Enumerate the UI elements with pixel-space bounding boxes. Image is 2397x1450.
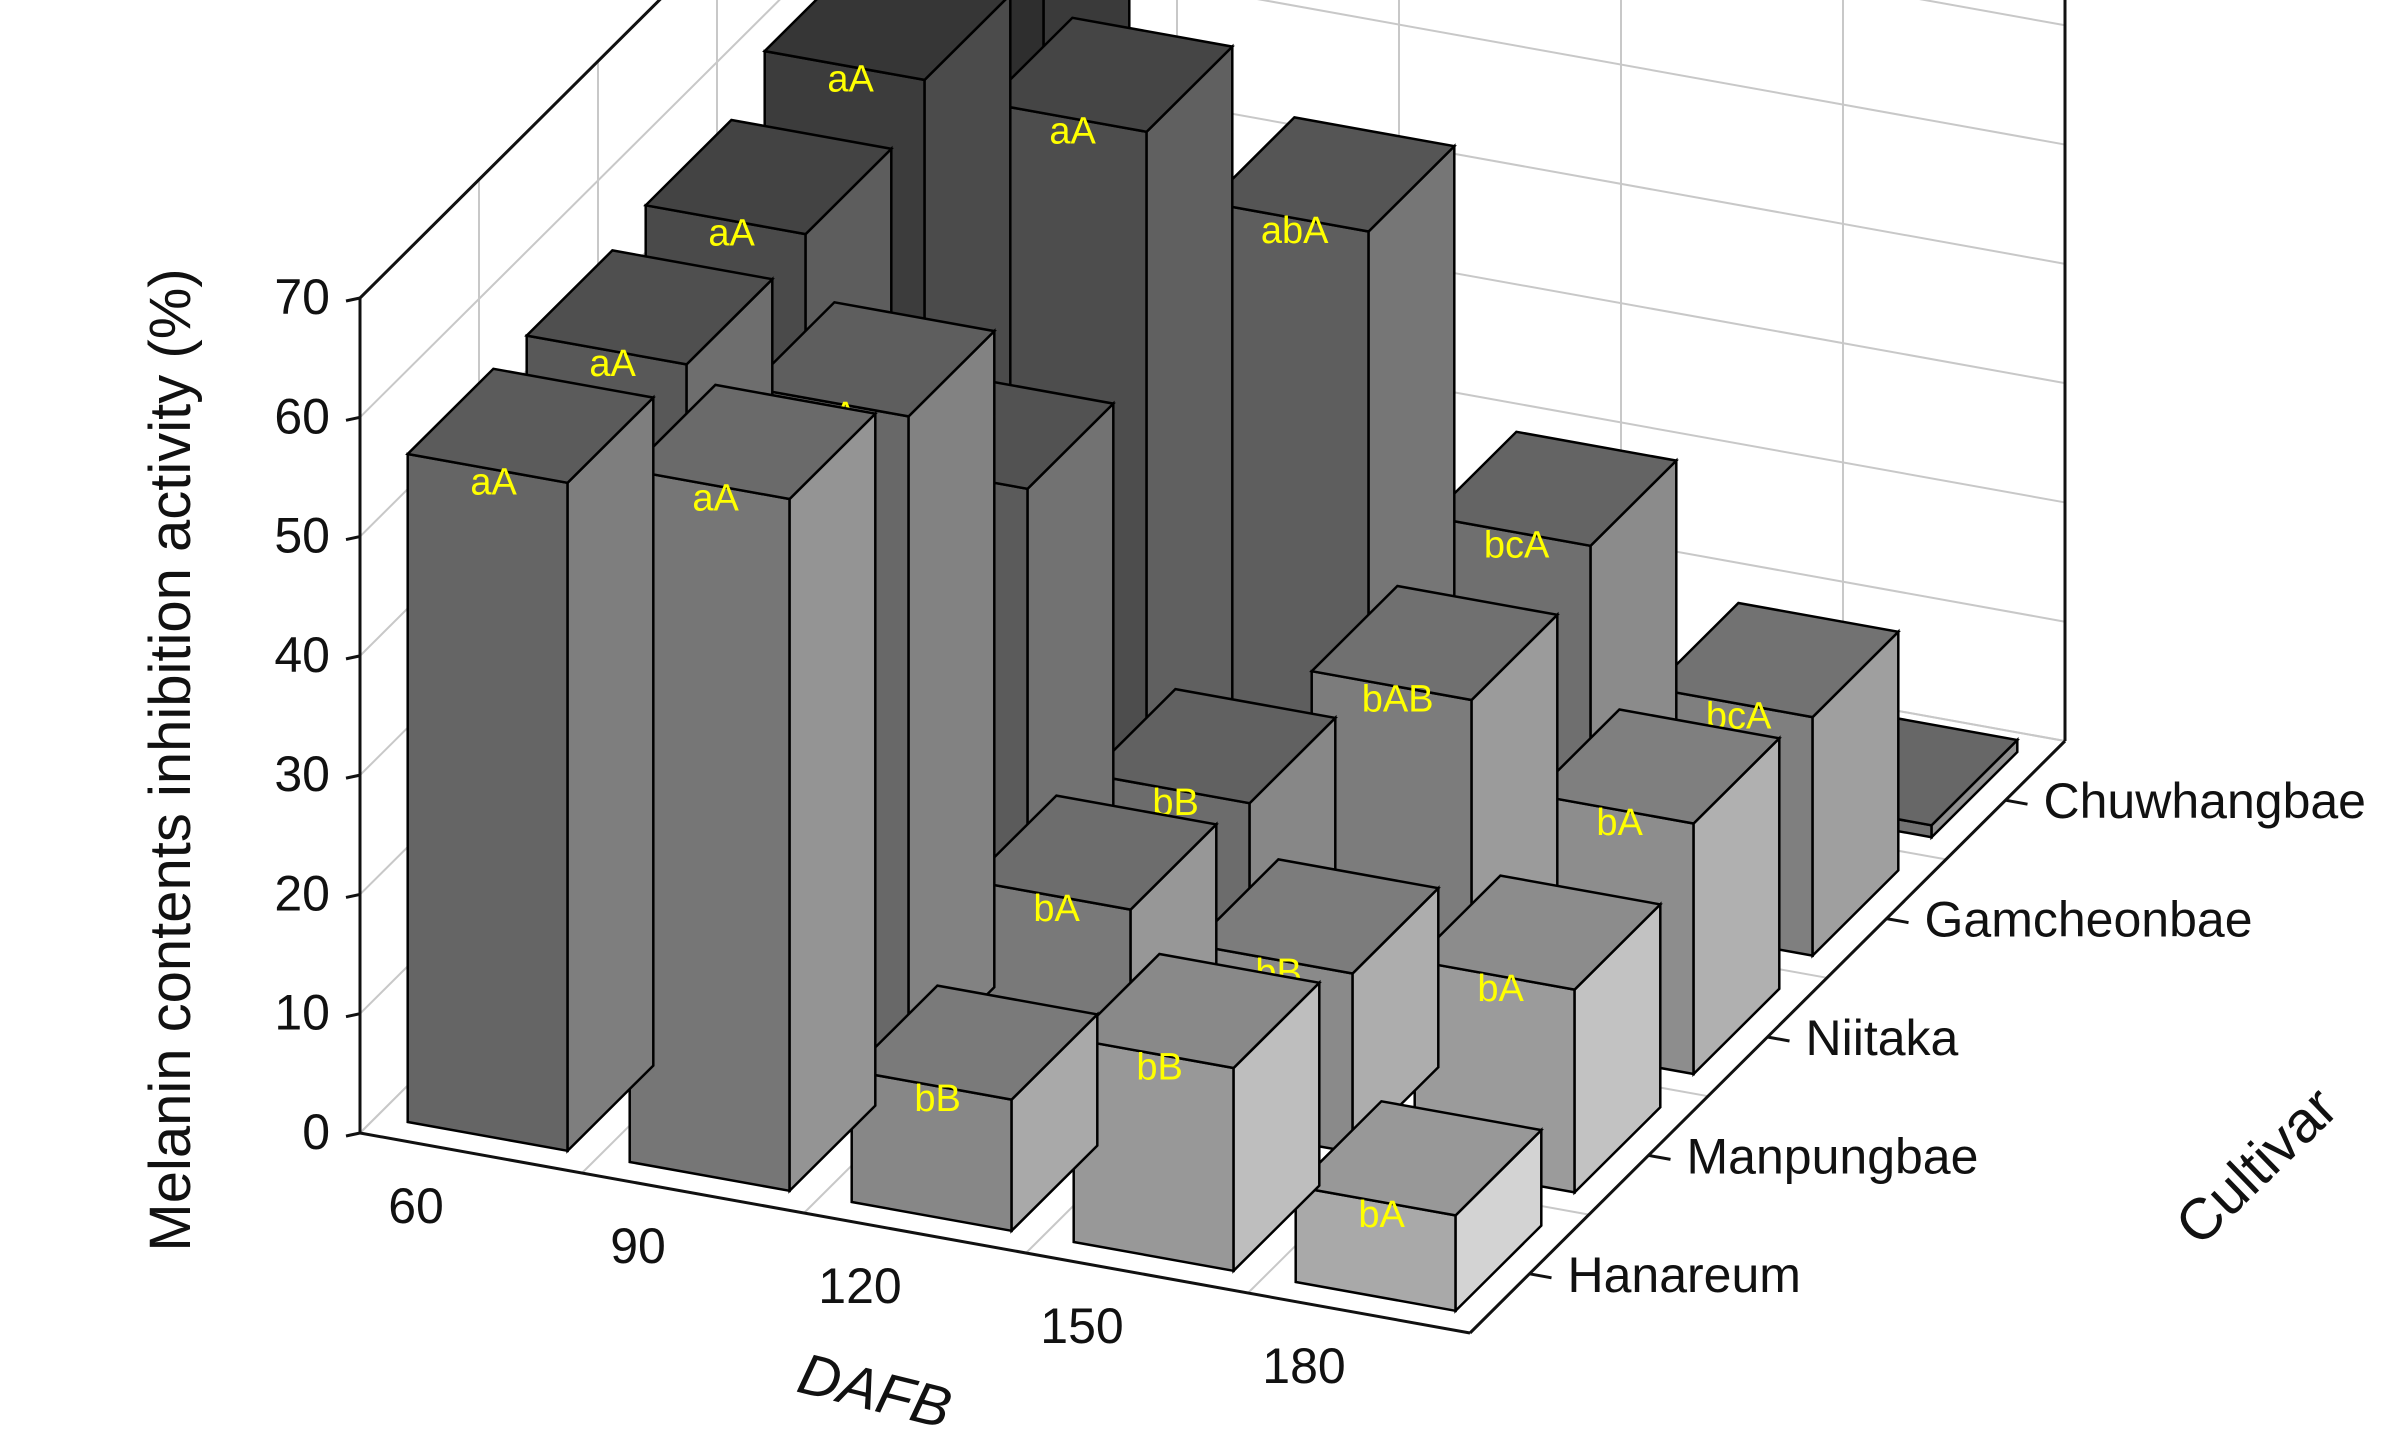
bar-top-face xyxy=(1531,708,1782,825)
y-tick-label: 50 xyxy=(274,508,330,564)
bar: aA xyxy=(627,383,878,1194)
x-tick-label: 60 xyxy=(388,1178,444,1234)
y-tick-label: 40 xyxy=(274,627,330,683)
bar-front-face xyxy=(406,452,569,1153)
y-axis-title: Melanin contents inhibition activity (%) xyxy=(138,268,203,1251)
bar-data-label: aA xyxy=(1049,110,1096,152)
bar: bB xyxy=(1071,952,1322,1274)
bar-data-label: abA xyxy=(1261,210,1329,252)
bar-top-face xyxy=(405,367,656,485)
cultivar-tick xyxy=(1886,917,1909,925)
bar-top-face xyxy=(643,118,894,236)
bar-layer: cAaAbcAbcAabAaAaAbAbABbBabBaAbAbBbAaAaAb… xyxy=(405,0,2020,1314)
bar-top-face xyxy=(1293,1099,1544,1217)
bar-data-label: bB xyxy=(914,1078,960,1120)
cultivar-tick-label: Gamcheonbae xyxy=(1925,892,2253,948)
y-tick xyxy=(345,1012,361,1019)
cultivar-tick-label: Niitaka xyxy=(1806,1010,1959,1066)
bar: aA xyxy=(405,367,656,1154)
y-tick xyxy=(345,654,361,661)
y-tick xyxy=(345,1131,361,1138)
axis-layer: 0 10 20 30 40 50 60 70 60 90 120 150 180 Hanareum Manp… xyxy=(274,0,2366,1394)
bar-data-label: aA xyxy=(827,59,874,101)
bar-side-face xyxy=(566,394,655,1154)
bar-data-label: aA xyxy=(708,213,755,255)
cultivar-tick-label: Manpungbae xyxy=(1687,1128,1979,1184)
bar-data-label: bAB xyxy=(1362,679,1434,721)
y-tick xyxy=(345,892,361,899)
x-tick-label: 120 xyxy=(818,1258,901,1314)
y-tick xyxy=(345,415,361,422)
bar-data-label: aA xyxy=(470,461,517,503)
bar-top-face xyxy=(1412,874,1663,991)
x-tick-label: 150 xyxy=(1040,1298,1123,1354)
bar: bB xyxy=(849,984,1100,1234)
cultivar-tick xyxy=(1529,1272,1552,1280)
bar-data-label: bA xyxy=(1477,968,1524,1010)
bar-top-face xyxy=(1309,584,1560,702)
bar: bA xyxy=(1293,1099,1544,1314)
y-tick-label: 60 xyxy=(274,388,330,444)
bar-top-face xyxy=(968,794,1219,911)
bar-top-face xyxy=(984,16,1235,134)
x-axis-title: DAFB xyxy=(792,1341,958,1441)
bar-top-face xyxy=(1087,687,1338,805)
bar-top-face xyxy=(746,300,997,418)
bar-data-label: bA xyxy=(1033,888,1080,930)
grid-line-left-wall xyxy=(359,0,781,418)
bar-top-face xyxy=(1650,601,1901,719)
bar-top-face xyxy=(762,0,1007,82)
bar-top-face xyxy=(849,984,1100,1101)
y-tick-label: 70 xyxy=(274,269,330,325)
cultivar-tick-label: Chuwhangbae xyxy=(2044,773,2367,829)
y-tick-label: 30 xyxy=(274,746,330,802)
bar-data-label: aA xyxy=(589,343,636,385)
y-tick xyxy=(345,773,361,780)
y-tick-label: 0 xyxy=(302,1104,330,1160)
x-axis-line xyxy=(359,1131,1471,1335)
bar-top-face xyxy=(524,249,775,366)
bar-top-face xyxy=(1206,116,1457,233)
frame-edge xyxy=(358,0,662,300)
bar-data-label: bA xyxy=(1596,802,1643,844)
bar-data-label: aA xyxy=(692,478,739,520)
y-tick-label: 20 xyxy=(274,865,330,921)
cultivar-tick xyxy=(1648,1153,1671,1161)
cultivar-tick xyxy=(1767,1035,1790,1043)
bar-data-label: bA xyxy=(1358,1194,1405,1236)
y-tick-label: 10 xyxy=(274,985,330,1041)
bar-top-face xyxy=(627,383,878,501)
bar-side-face xyxy=(907,328,996,1076)
bar-data-label: bcA xyxy=(1484,524,1550,566)
x-tick-label: 180 xyxy=(1262,1338,1345,1394)
bar-top-face xyxy=(1428,430,1679,548)
y-tick xyxy=(345,296,361,303)
cultivar-tick-label: Hanareum xyxy=(1568,1247,1801,1303)
bar-top-face xyxy=(1190,858,1441,975)
cultivar-tick xyxy=(2005,798,2028,806)
x-tick-label: 90 xyxy=(610,1218,666,1274)
y-tick xyxy=(345,535,361,542)
grid-line-back-wall xyxy=(1256,0,2066,146)
cultivar-axis-title: Cultivar xyxy=(2163,1074,2350,1257)
bar-data-label: bB xyxy=(1136,1047,1182,1089)
bar-top-face xyxy=(1071,952,1322,1070)
bar-side-face xyxy=(788,410,877,1194)
